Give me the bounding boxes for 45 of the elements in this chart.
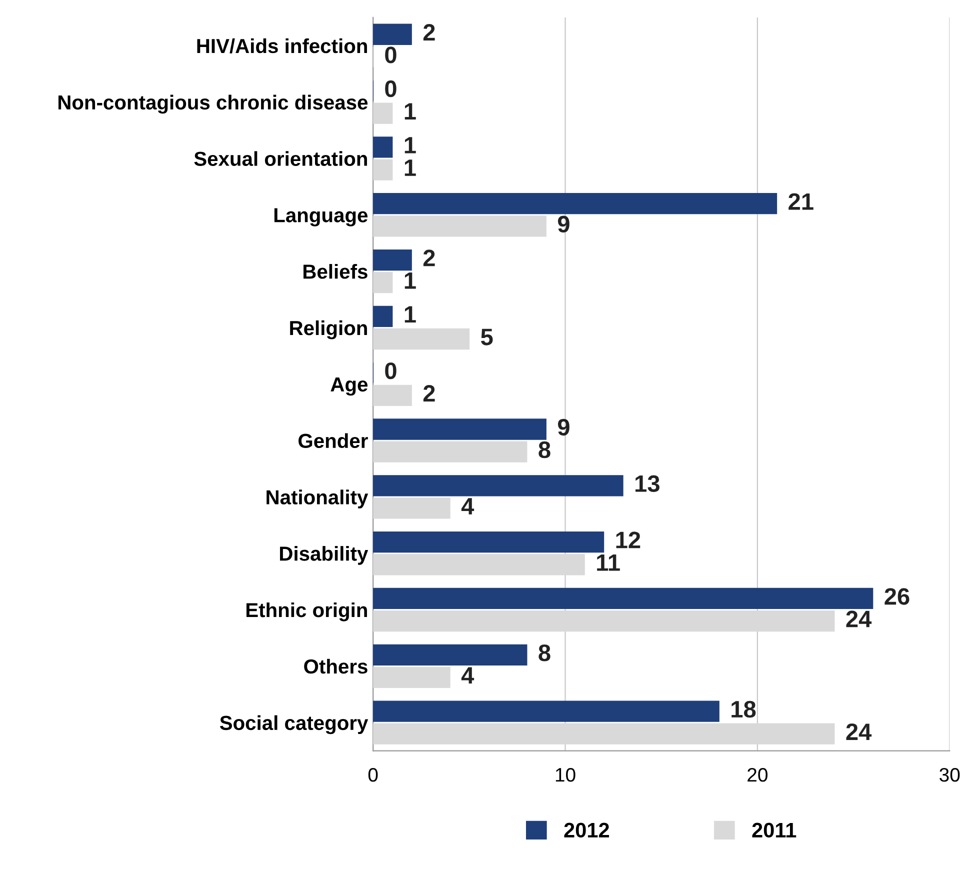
data-label: 11 [597, 554, 620, 571]
y-tick-label: Language [274, 208, 368, 226]
data-label: 8 [538, 644, 550, 662]
data-label: 2 [423, 385, 435, 402]
x-tick-label: 0 [368, 768, 378, 782]
x-tick-label: 20 [748, 768, 768, 782]
data-label: 24 [846, 610, 872, 628]
data-label: 26 [884, 588, 910, 605]
legend-label: 2012 [564, 822, 609, 838]
data-label: 1 [404, 306, 416, 323]
y-tick-label: Others [304, 658, 368, 674]
data-label: 13 [636, 475, 660, 492]
data-label: 1 [404, 160, 416, 176]
data-label: 21 [788, 193, 814, 210]
data-label: 0 [385, 362, 396, 380]
data-label: 4 [461, 667, 474, 684]
y-tick-label: Religion [290, 320, 367, 340]
x-tick-label: 30 [940, 768, 960, 782]
data-label: 4 [461, 498, 474, 514]
y-tick-label: HIV/Aids infection [197, 38, 367, 54]
data-label: 5 [480, 328, 493, 346]
data-label: 1 [404, 103, 416, 120]
y-tick-label: Ethnic origin [246, 602, 367, 622]
data-label: 2 [423, 250, 435, 266]
data-label: 9 [558, 216, 570, 233]
data-label: 8 [538, 441, 550, 458]
data-label: 24 [846, 723, 872, 740]
data-label: 18 [732, 700, 756, 718]
data-label: 0 [385, 46, 396, 64]
x-tick-label: 10 [556, 768, 576, 782]
y-tick-label: Age [330, 378, 368, 396]
y-tick-label: Gender [298, 433, 368, 448]
y-tick-label: Disability [280, 546, 368, 565]
data-label: 0 [385, 80, 396, 98]
data-label: 9 [558, 418, 570, 436]
y-tick-label: Social category [220, 715, 368, 734]
data-label: 2 [423, 24, 435, 40]
data-label: 12 [616, 532, 640, 548]
y-tick-label: Non-contagious chronic disease [58, 94, 368, 114]
y-tick-label: Nationality [266, 490, 368, 508]
data-label: 1 [404, 137, 416, 154]
data-label: 1 [404, 272, 416, 289]
y-tick-label: Sexual orientation [194, 151, 367, 166]
y-tick-label: Beliefs [304, 264, 368, 279]
legend-label: 2011 [752, 822, 796, 838]
